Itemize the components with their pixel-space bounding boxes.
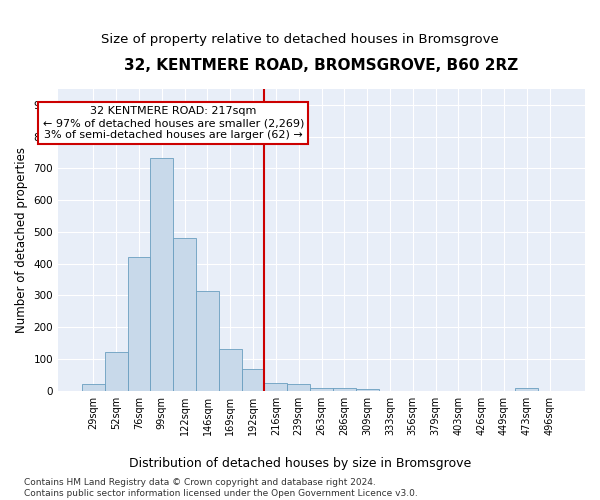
Bar	[105, 352, 128, 391]
Bar	[333, 388, 356, 391]
Y-axis label: Number of detached properties: Number of detached properties	[15, 147, 28, 333]
Bar	[173, 238, 196, 391]
Bar	[515, 388, 538, 391]
Text: Size of property relative to detached houses in Bromsgrove: Size of property relative to detached ho…	[101, 32, 499, 46]
Bar	[219, 348, 242, 391]
Bar	[82, 384, 105, 391]
Bar	[242, 370, 265, 391]
Text: 32 KENTMERE ROAD: 217sqm
← 97% of detached houses are smaller (2,269)
3% of semi: 32 KENTMERE ROAD: 217sqm ← 97% of detach…	[43, 106, 304, 140]
Bar	[356, 389, 379, 391]
Text: Distribution of detached houses by size in Bromsgrove: Distribution of detached houses by size …	[129, 458, 471, 470]
Bar	[196, 290, 219, 391]
Bar	[151, 158, 173, 391]
Bar	[287, 384, 310, 391]
Title: 32, KENTMERE ROAD, BROMSGROVE, B60 2RZ: 32, KENTMERE ROAD, BROMSGROVE, B60 2RZ	[124, 58, 518, 72]
Bar	[310, 388, 333, 391]
Text: Contains HM Land Registry data © Crown copyright and database right 2024.
Contai: Contains HM Land Registry data © Crown c…	[24, 478, 418, 498]
Bar	[265, 383, 287, 391]
Bar	[128, 258, 151, 391]
